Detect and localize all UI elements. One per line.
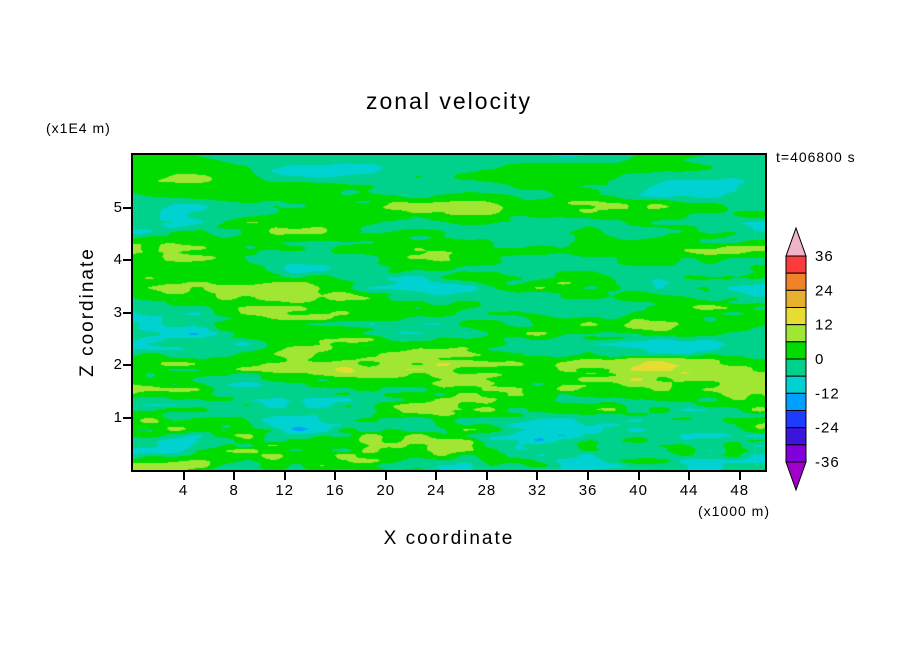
x-axis-tick-mark [688, 472, 691, 480]
y-tick-label: 1 [113, 408, 123, 426]
x-axis-tick-mark [384, 472, 387, 480]
x-tick-label: 8 [229, 482, 239, 499]
x-axis-tick-mark [435, 472, 438, 480]
x-tick-label: 28 [477, 482, 497, 499]
chart-title: zonal velocity [365, 88, 533, 114]
colorbar-tick-label: -36 [815, 454, 840, 471]
colorbar-segment [785, 324, 807, 343]
colorbar-tick-label: 24 [815, 282, 834, 299]
colorbar-segment [785, 392, 807, 411]
colorbar-tick-label: 0 [815, 351, 824, 368]
colorbar-segment [785, 444, 807, 463]
colorbar-segment [785, 358, 807, 377]
x-tick-label: 16 [325, 482, 345, 499]
colorbar-arrow-low [785, 461, 807, 492]
y-axis-tick-mark [123, 206, 131, 209]
x-tick-label: 24 [427, 482, 446, 499]
x-tick-label: 48 [730, 482, 750, 499]
x-axis-tick-mark [182, 472, 185, 480]
colorbar-segment [785, 289, 807, 309]
x-axis-tick-mark [637, 472, 640, 480]
y-tick-label: 5 [113, 198, 123, 216]
velocity-field-canvas [133, 155, 765, 470]
y-axis-tick-mark [123, 311, 131, 314]
colorbar-segment [785, 341, 807, 360]
colorbar-arrow-high [785, 226, 807, 257]
y-axis-units-label: (x1E4 m) [46, 120, 111, 136]
x-tick-label: 12 [275, 482, 295, 499]
colorbar-segment [785, 307, 807, 326]
x-axis-tick-mark [334, 472, 337, 480]
colorbar-segment [785, 255, 807, 274]
colorbar-tick-label: -12 [815, 385, 840, 402]
colorbar-segment [785, 375, 807, 394]
y-axis-tick-mark [123, 259, 131, 261]
x-axis-title: X coordinate [383, 528, 515, 549]
y-axis-tick-mark [123, 364, 131, 366]
colorbar-tick-label: 12 [815, 317, 834, 334]
y-tick-label: 2 [113, 356, 123, 373]
x-axis-tick-mark [587, 472, 590, 480]
x-axis-tick-mark [283, 472, 286, 480]
x-tick-label: 4 [178, 482, 189, 499]
x-axis-tick-mark [536, 472, 539, 480]
colorbar-tick-label: -24 [815, 420, 840, 437]
x-tick-label: 20 [376, 482, 396, 499]
x-axis-tick-mark [233, 472, 236, 480]
colorbar-segment [785, 410, 807, 429]
y-axis-tick-mark [123, 416, 131, 419]
x-tick-label: 44 [679, 482, 699, 499]
y-tick-label: 4 [113, 251, 123, 268]
colorbar-segment [785, 427, 807, 446]
time-annotation: t=406800 s [776, 149, 856, 165]
x-tick-label: 36 [578, 482, 598, 499]
x-axis-tick-mark [738, 472, 741, 480]
x-axis-units-label: (x1000 m) [697, 503, 770, 519]
x-tick-label: 40 [629, 482, 648, 499]
colorbar: 36 24 12 0 -12 -24 -36 [785, 226, 840, 492]
x-tick-label: 32 [528, 482, 547, 499]
y-tick-label: 3 [113, 303, 123, 321]
colorbar-tick-label: 36 [815, 248, 834, 265]
x-axis-tick-mark [485, 472, 488, 480]
colorbar-segment [785, 272, 807, 291]
plot-area [131, 153, 767, 472]
